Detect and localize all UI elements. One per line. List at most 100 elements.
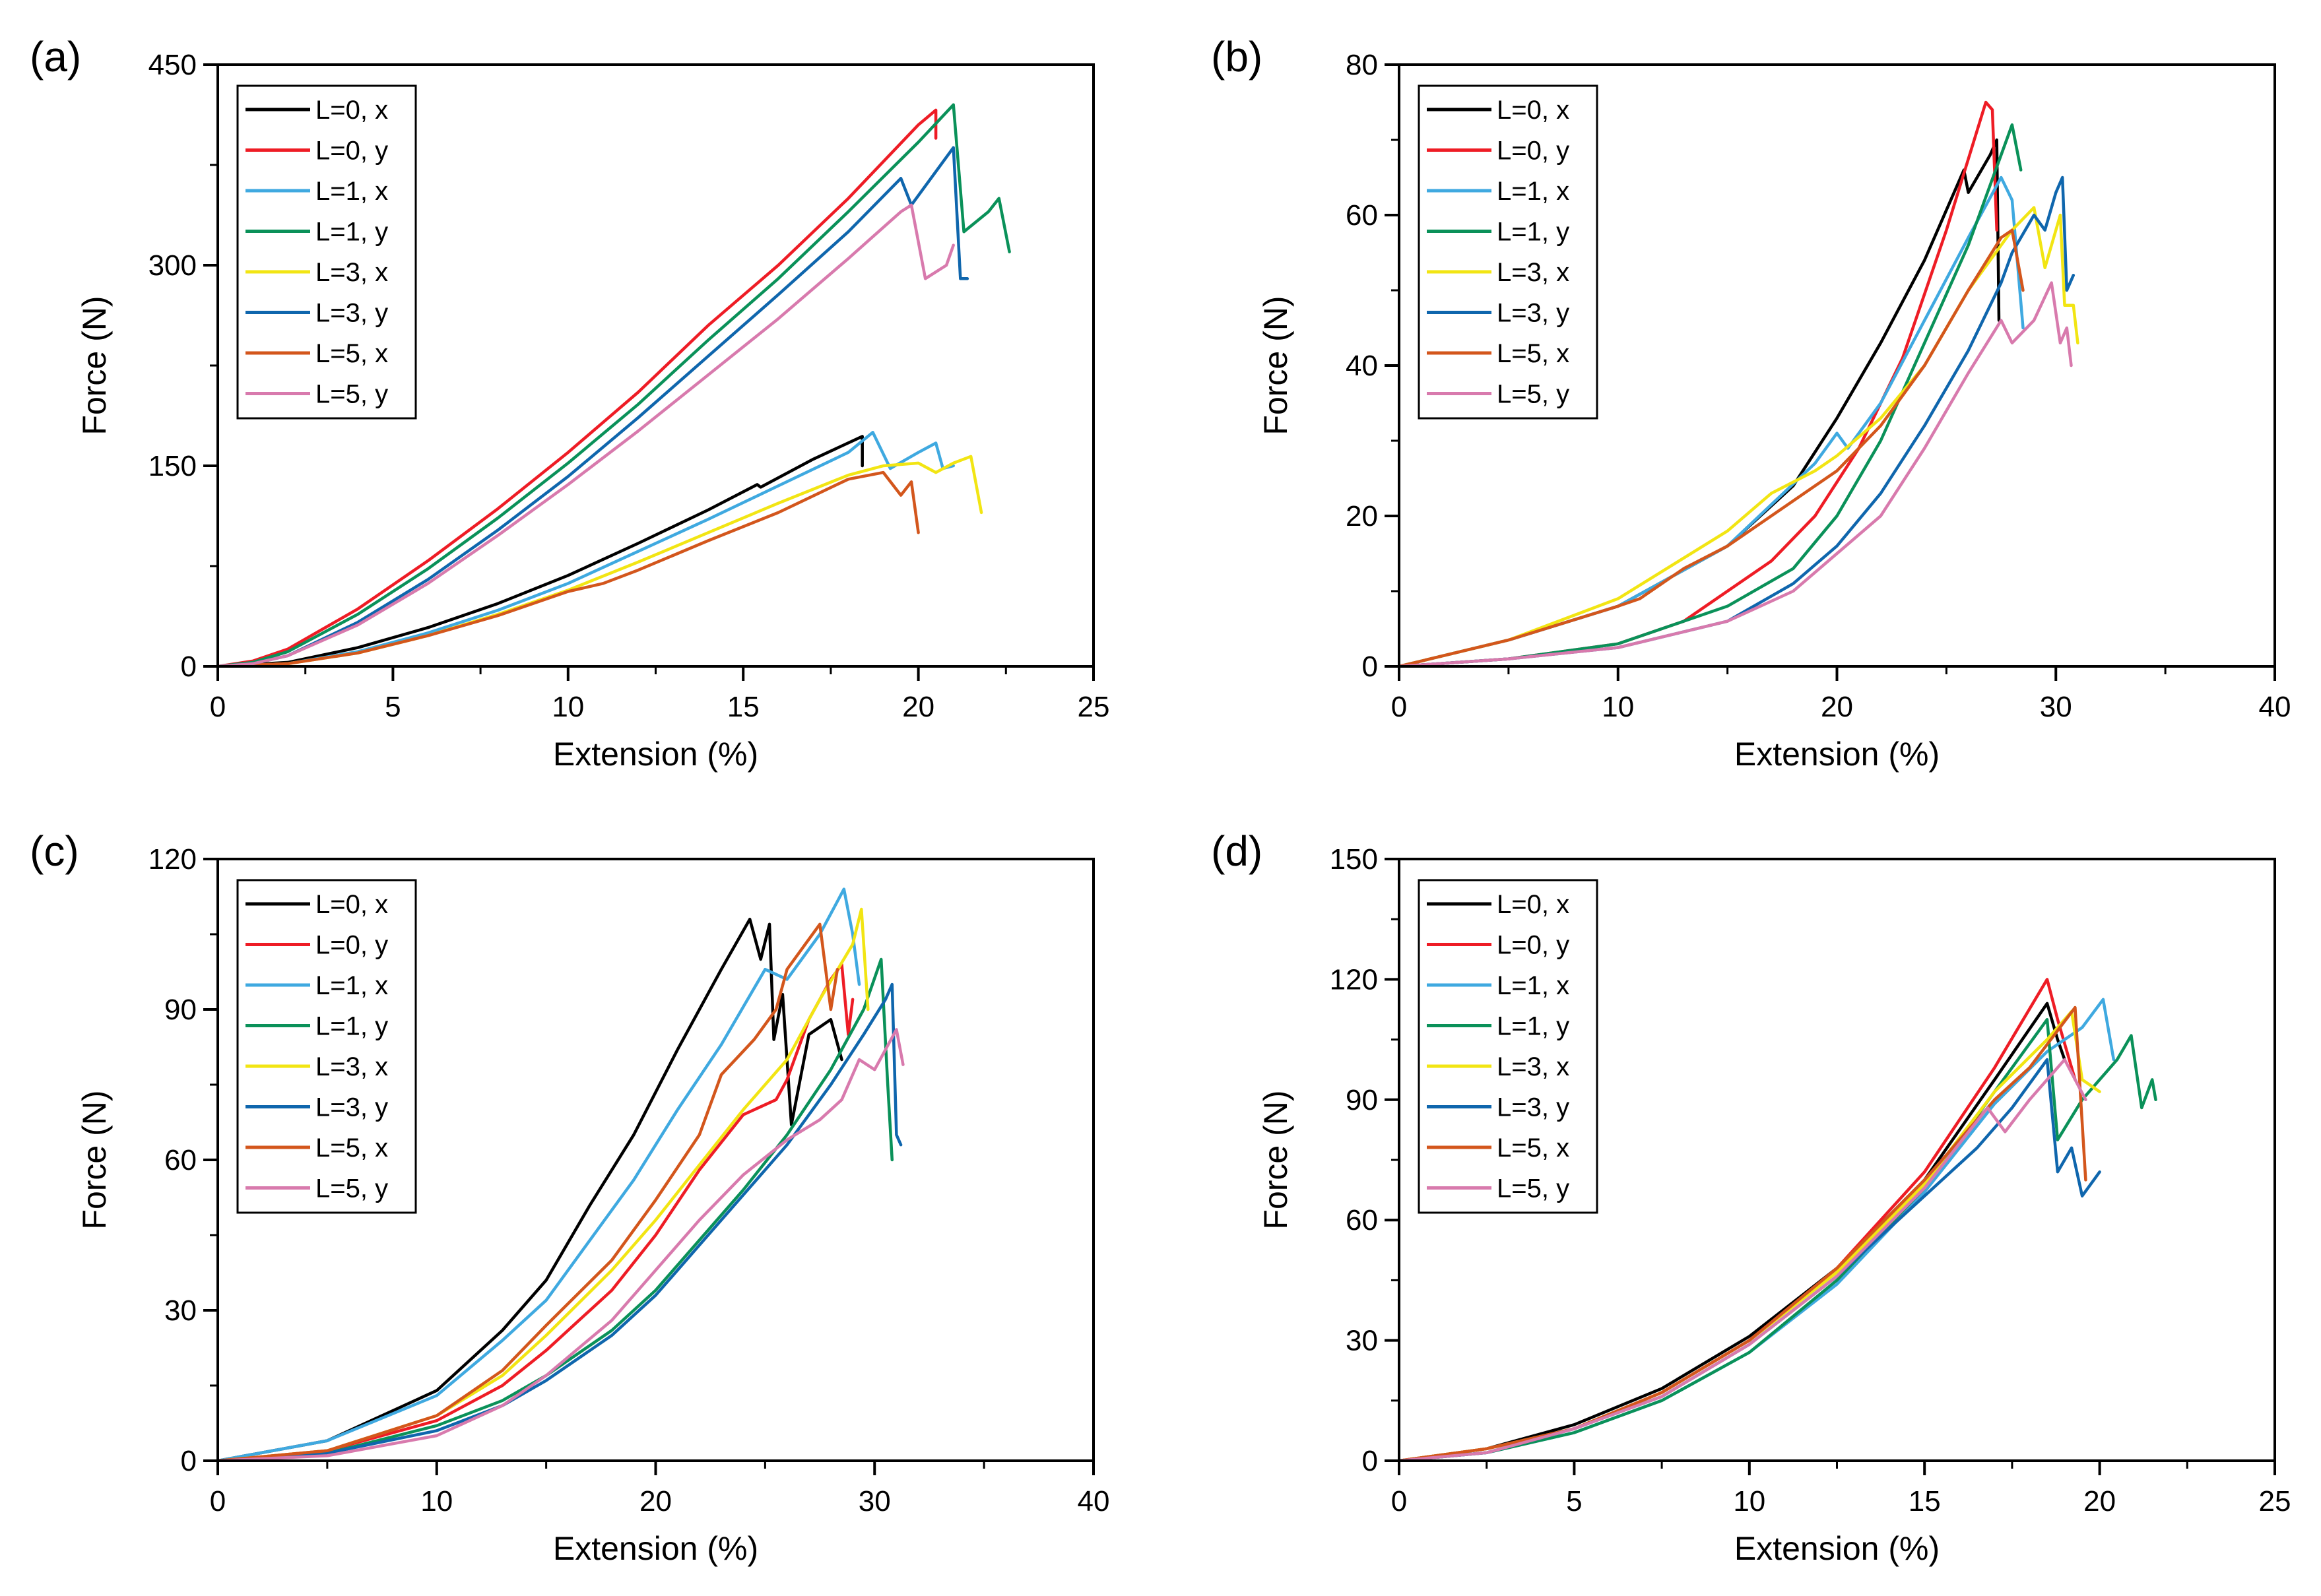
chart-3-y-axis-title: Force (N) [1257, 1090, 1294, 1229]
chart-0-panel-label: (a) [30, 33, 81, 80]
chart-2-x-tick-label-0: 0 [210, 1485, 226, 1517]
chart-0-x-tick-label-3: 15 [727, 691, 760, 723]
chart-1-legend-label-1: L=0, y [1497, 137, 1569, 166]
chart-3-legend-label-4: L=3, x [1497, 1052, 1569, 1081]
chart-0-legend-label-7: L=5, y [315, 380, 388, 409]
chart-3-panel-label: (d) [1211, 827, 1262, 875]
chart-0-x-tick-label-0: 0 [210, 691, 226, 723]
chart-2-legend-label-4: L=3, x [315, 1052, 388, 1081]
chart-3-series-group [1399, 978, 2157, 1461]
chart-3-series-3-line [1399, 1017, 2157, 1461]
chart-1-legend-frame [1418, 84, 1598, 420]
chart-2-series-7-line [218, 1028, 905, 1461]
chart-2-series-6-line [218, 922, 839, 1461]
chart-2-legend-label-2: L=1, x [315, 971, 388, 1000]
chart-2-legend-label-5: L=3, y [315, 1093, 388, 1122]
chart-3-legend-label-7: L=5, y [1497, 1174, 1569, 1203]
chart-0-y-tick-label-3: 450 [148, 49, 197, 81]
chart-1-y-axis-title: Force (N) [1257, 296, 1294, 435]
chart-2-legend-label-1: L=0, y [315, 931, 388, 960]
chart-0-series-7-line [218, 203, 955, 666]
chart-3-x-tick-label-4: 20 [2083, 1485, 2116, 1517]
chart-1-legend-label-2: L=1, x [1497, 177, 1569, 206]
chart-3-legend-label-3: L=1, y [1497, 1012, 1569, 1041]
chart-1-y-tick-label-2: 40 [1346, 350, 1378, 382]
chart-1-panel-label: (b) [1211, 33, 1262, 80]
chart-2-y-tick-label-4: 120 [148, 843, 197, 876]
chart-2-series-group [218, 887, 905, 1461]
chart-1-x-tick-label-2: 20 [1821, 691, 1853, 723]
chart-3-legend-label-2: L=1, x [1497, 971, 1569, 1000]
chart-1-y-tick-label-1: 20 [1346, 500, 1378, 532]
chart-1-x-tick-label-1: 10 [1602, 691, 1634, 723]
chart-1-panel: (b) 0 10 20 30 40 0 20 40 60 80 Extension (%) Force … [1211, 33, 2291, 773]
chart-2-series-5-line [218, 982, 903, 1461]
chart-2-y-tick-label-3: 90 [164, 994, 197, 1026]
chart-0-x-axis-title: Extension (%) [553, 736, 758, 773]
chart-1-legend-label-7: L=5, y [1497, 380, 1569, 409]
chart-1-legend-label-5: L=3, y [1497, 299, 1569, 328]
chart-0-legend-label-3: L=1, y [315, 218, 388, 247]
chart-0-series-0-line [218, 435, 864, 666]
chart-0-legend-label-5: L=3, y [315, 299, 388, 328]
chart-2-panel: (c) 0 10 20 30 40 0 30 60 90 120 Extension (%) Force… [30, 827, 1109, 1567]
chart-3-x-tick-label-5: 25 [2259, 1485, 2291, 1517]
chart-2-y-tick-label-0: 0 [181, 1445, 197, 1477]
chart-1-x-tick-label-4: 40 [2259, 691, 2291, 723]
chart-3-legend-frame [1418, 879, 1598, 1214]
chart-1-series-group [1399, 100, 2079, 666]
chart-0-series-6-line [218, 470, 920, 666]
chart-0-y-tick-label-0: 0 [181, 651, 197, 683]
chart-3-x-axis-title: Extension (%) [1734, 1530, 1940, 1567]
chart-2-legend-label-6: L=5, x [315, 1133, 388, 1163]
chart-0-x-tick-label-4: 20 [902, 691, 934, 723]
chart-1-legend-label-3: L=1, y [1497, 218, 1569, 247]
chart-0-legend-label-1: L=0, y [315, 137, 388, 166]
chart-2-x-tick-label-1: 10 [420, 1485, 453, 1517]
chart-1-series-3-line [1399, 123, 2023, 666]
chart-3-legend: L=0, x L=0, y L=1, x L=1, y L=3, x L=3, y L=5,… [1418, 879, 1598, 1214]
chart-0-x-tick-label-5: 25 [1078, 691, 1110, 723]
chart-0-x-tick-label-2: 10 [552, 691, 584, 723]
chart-2-legend-label-0: L=0, x [315, 890, 388, 919]
chart-2-y-tick-label-1: 30 [164, 1294, 197, 1327]
chart-1-legend-label-4: L=3, x [1497, 258, 1569, 287]
chart-0-legend: L=0, x L=0, y L=1, x L=1, y L=3, x L=3, y L=5,… [236, 84, 417, 420]
chart-3-y-tick-label-0: 0 [1362, 1445, 1378, 1477]
chart-0-legend-label-2: L=1, x [315, 177, 388, 206]
chart-3-legend-label-6: L=5, x [1497, 1133, 1569, 1163]
chart-0-series-3-line [218, 103, 1011, 666]
chart-3-legend-label-0: L=0, x [1497, 890, 1569, 919]
chart-3-y-tick-label-5: 150 [1330, 843, 1378, 876]
chart-3-y-tick-label-4: 120 [1330, 963, 1378, 996]
chart-2-panel-label: (c) [30, 827, 79, 875]
chart-2-legend-frame [236, 879, 417, 1214]
chart-0-legend-label-4: L=3, x [315, 258, 388, 287]
chart-2-legend-label-7: L=5, y [315, 1174, 388, 1203]
chart-3-panel: (d) 0 5 10 15 20 25 0 30 60 90 120 150 Extension (%) F… [1211, 827, 2291, 1567]
chart-0-legend-label-0: L=0, x [315, 96, 388, 125]
chart-3-legend-label-1: L=0, y [1497, 931, 1569, 960]
chart-3-legend-label-5: L=3, y [1497, 1093, 1569, 1122]
chart-1-series-6-line [1399, 228, 2025, 666]
chart-1-y-tick-label-0: 0 [1362, 651, 1378, 683]
chart-1-legend: L=0, x L=0, y L=1, x L=1, y L=3, x L=3, y L=5,… [1418, 84, 1598, 420]
chart-0-panel: (a) 0 5 10 15 20 25 0 150 300 450 Extension (%) Forc… [30, 33, 1109, 773]
chart-1-series-7-line [1399, 281, 2073, 666]
chart-0-y-tick-label-2: 300 [148, 249, 197, 282]
chart-0-legend-label-6: L=5, x [315, 339, 388, 368]
chart-3-x-tick-label-3: 15 [1909, 1485, 1941, 1517]
chart-1-legend-label-6: L=5, x [1497, 339, 1569, 368]
chart-1-legend-label-0: L=0, x [1497, 96, 1569, 125]
chart-3-y-tick-label-1: 30 [1346, 1325, 1378, 1357]
chart-2-x-axis-title: Extension (%) [553, 1530, 758, 1567]
chart-2-y-tick-label-2: 60 [164, 1144, 197, 1176]
chart-3-y-tick-label-2: 60 [1346, 1204, 1378, 1236]
chart-0-y-tick-label-1: 150 [148, 450, 197, 482]
chart-3-x-tick-label-2: 10 [1733, 1485, 1765, 1517]
chart-1-y-tick-label-3: 60 [1346, 199, 1378, 232]
chart-3-x-tick-label-0: 0 [1391, 1485, 1407, 1517]
chart-0-y-axis-title: Force (N) [76, 296, 113, 435]
chart-3-x-tick-label-1: 5 [1566, 1485, 1582, 1517]
chart-2-series-2-line [218, 887, 861, 1461]
